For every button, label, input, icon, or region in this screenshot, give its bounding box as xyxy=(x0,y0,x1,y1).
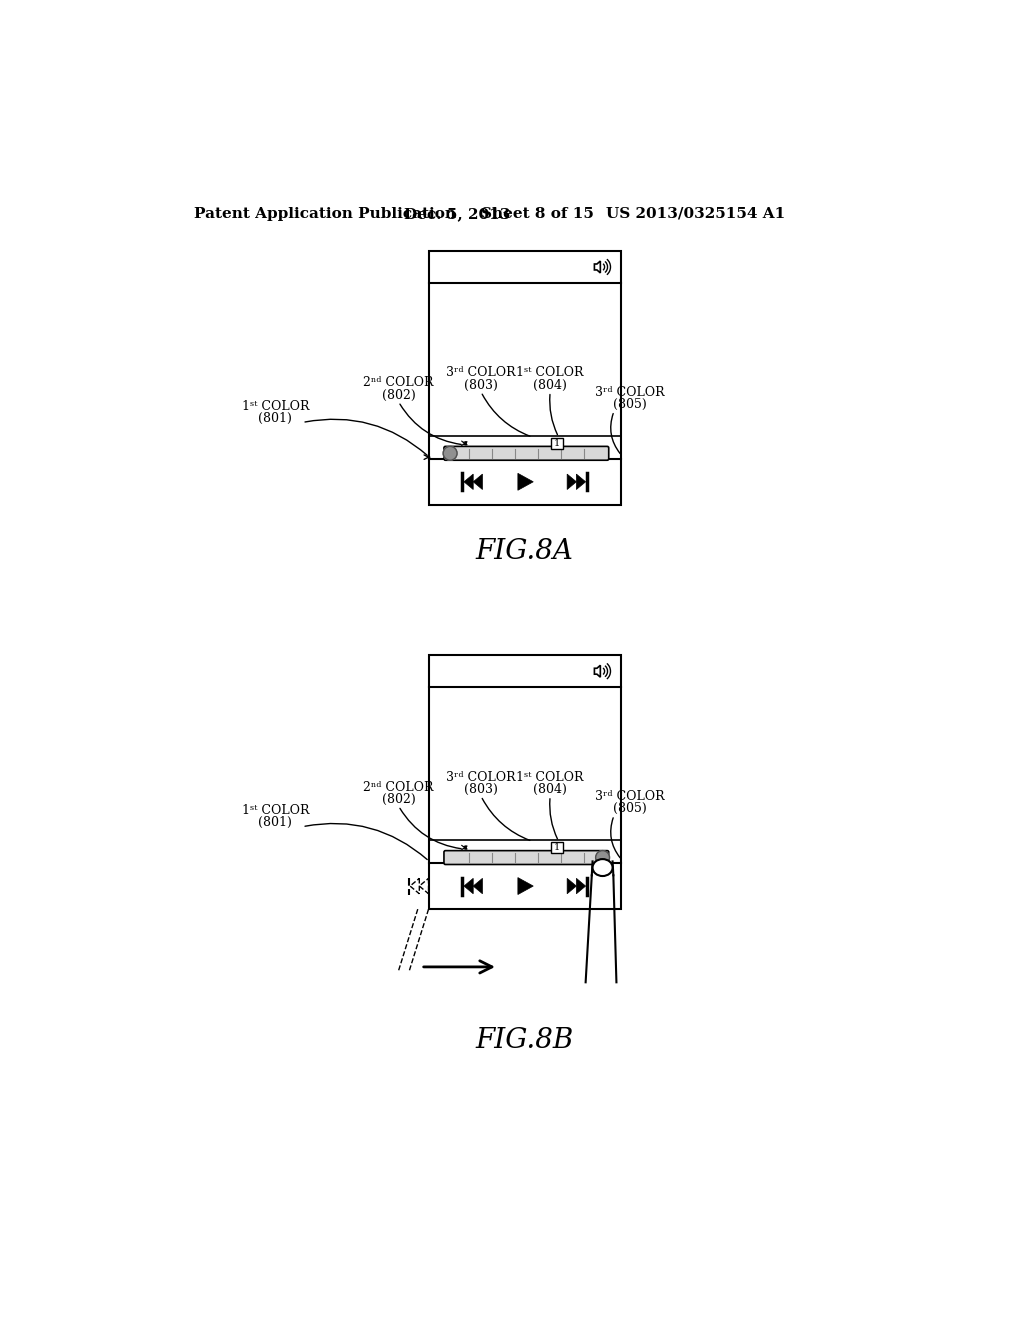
Polygon shape xyxy=(464,474,473,490)
Text: FIG.8B: FIG.8B xyxy=(476,1027,573,1053)
Polygon shape xyxy=(577,878,586,894)
Text: Dec. 5, 2013: Dec. 5, 2013 xyxy=(403,207,510,220)
Circle shape xyxy=(443,446,457,461)
Text: (803): (803) xyxy=(464,379,498,392)
Polygon shape xyxy=(518,474,534,490)
Polygon shape xyxy=(473,878,482,894)
Text: 1ˢᵗ COLOR: 1ˢᵗ COLOR xyxy=(242,400,309,412)
Text: 3ʳᵈ COLOR: 3ʳᵈ COLOR xyxy=(446,367,516,379)
Bar xyxy=(551,438,563,449)
Text: 3ʳᵈ COLOR: 3ʳᵈ COLOR xyxy=(446,771,516,784)
Polygon shape xyxy=(464,878,473,894)
Ellipse shape xyxy=(593,859,612,876)
Text: 2ⁿᵈ COLOR: 2ⁿᵈ COLOR xyxy=(364,376,434,389)
Text: FIG.8A: FIG.8A xyxy=(476,537,573,565)
Text: (801): (801) xyxy=(258,412,292,425)
Bar xyxy=(429,655,621,909)
Text: 1ˢᵗ COLOR: 1ˢᵗ COLOR xyxy=(516,367,584,379)
Polygon shape xyxy=(567,474,577,490)
Text: (802): (802) xyxy=(382,388,416,401)
Polygon shape xyxy=(518,878,534,895)
Text: 1ˢᵗ COLOR: 1ˢᵗ COLOR xyxy=(242,804,309,817)
Text: 1: 1 xyxy=(554,843,560,851)
Bar xyxy=(429,251,621,506)
Polygon shape xyxy=(567,878,577,894)
Text: 2ⁿᵈ COLOR: 2ⁿᵈ COLOR xyxy=(364,780,434,793)
Circle shape xyxy=(596,850,609,865)
Text: (804): (804) xyxy=(534,783,567,796)
Text: 3ʳᵈ COLOR: 3ʳᵈ COLOR xyxy=(595,385,665,399)
Text: (802): (802) xyxy=(382,793,416,807)
Text: (804): (804) xyxy=(534,379,567,392)
Text: 1: 1 xyxy=(554,438,560,447)
FancyBboxPatch shape xyxy=(444,850,608,865)
Polygon shape xyxy=(473,474,482,490)
Text: (803): (803) xyxy=(464,783,498,796)
Text: (801): (801) xyxy=(258,816,292,829)
Polygon shape xyxy=(577,474,586,490)
Text: Patent Application Publication: Patent Application Publication xyxy=(194,207,456,220)
Text: (805): (805) xyxy=(612,397,646,411)
FancyBboxPatch shape xyxy=(444,446,608,461)
Bar xyxy=(551,842,563,853)
Text: 1ˢᵗ COLOR: 1ˢᵗ COLOR xyxy=(516,771,584,784)
Text: US 2013/0325154 A1: US 2013/0325154 A1 xyxy=(606,207,785,220)
Text: (805): (805) xyxy=(612,803,646,816)
Text: Sheet 8 of 15: Sheet 8 of 15 xyxy=(481,207,594,220)
Text: 3ʳᵈ COLOR: 3ʳᵈ COLOR xyxy=(595,789,665,803)
